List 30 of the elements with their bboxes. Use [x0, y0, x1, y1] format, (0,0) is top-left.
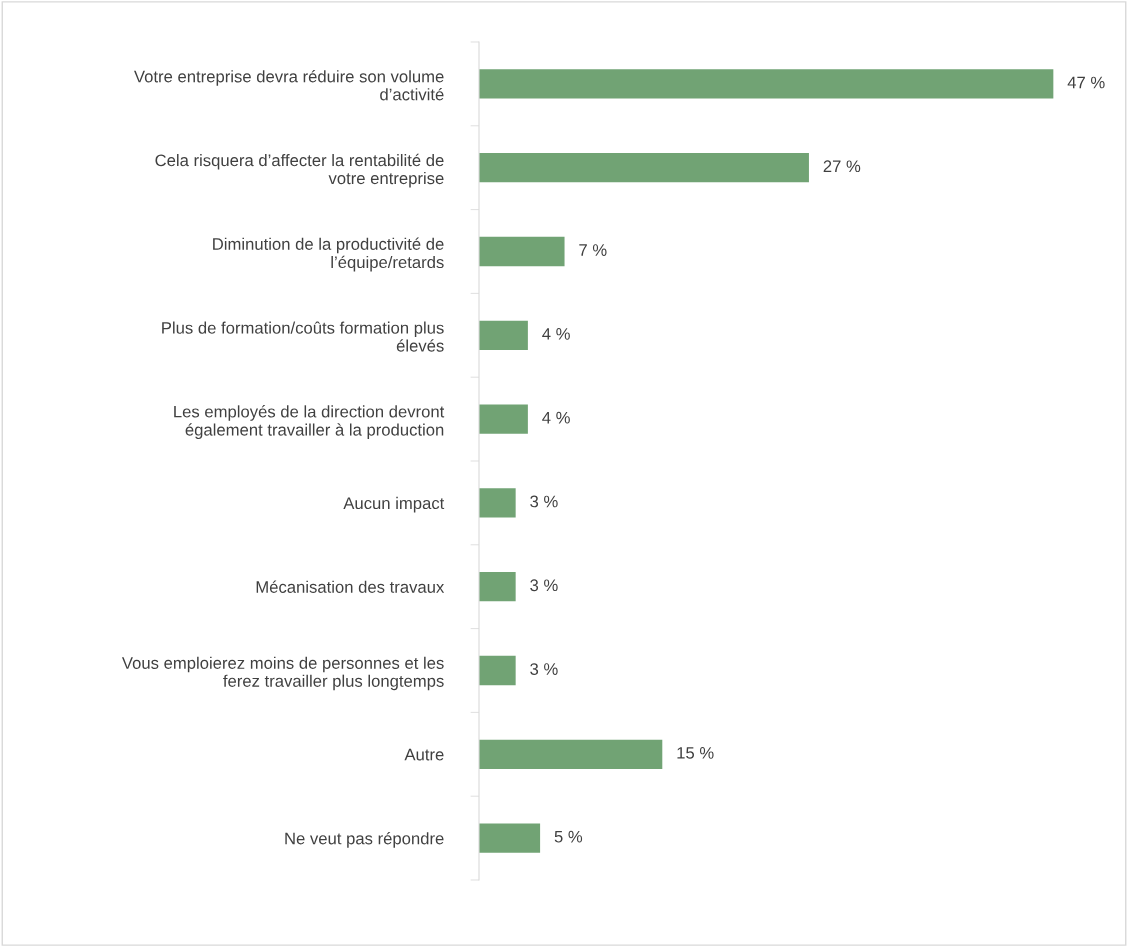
- y-tick-label: Vous emploierez moins de personnes et les ferez travailler plus longtemps: [121, 656, 444, 691]
- y-tick-label: Cela risquera d’affecter la rentabilité de votre entreprise: [155, 153, 444, 188]
- bar: [479, 488, 516, 518]
- y-tick-label: Ne veut pas répondre: [285, 831, 444, 848]
- y-tick-label: Votre entreprise devra réduire son volume d’activité: [134, 70, 444, 101]
- bar: [479, 69, 1054, 99]
- data-label: 3 %: [530, 579, 558, 592]
- y-tick-label: Plus de formation/coûts formation plus élevés: [162, 321, 444, 352]
- data-label: 3 %: [530, 495, 558, 508]
- data-label: 7 %: [579, 244, 607, 256]
- data-label: 27 %: [823, 160, 861, 173]
- bar: [479, 320, 528, 350]
- data-label: 47 %: [1067, 76, 1105, 89]
- data-label: 4 %: [542, 411, 570, 424]
- y-tick-label: Autre: [404, 748, 444, 761]
- data-label: 15 %: [677, 747, 714, 759]
- bar: [479, 739, 663, 769]
- bar: [479, 236, 565, 267]
- y-tick-label: Mécanisation des travaux: [256, 580, 445, 593]
- y-tick-label: Diminution de la productivité de l’équipe/retards: [213, 237, 444, 272]
- bar: [479, 655, 516, 686]
- bar: [479, 153, 809, 183]
- y-tick-label: Aucun impact: [343, 496, 445, 513]
- bar: [479, 823, 541, 853]
- y-tick-label: Les employés de la direction devront également travailler à la production: [174, 405, 445, 440]
- bar: [479, 404, 528, 434]
- data-label: 3 %: [530, 663, 558, 675]
- data-label: 4 %: [542, 328, 570, 340]
- data-label: 5 %: [554, 830, 583, 843]
- bar: [479, 572, 516, 602]
